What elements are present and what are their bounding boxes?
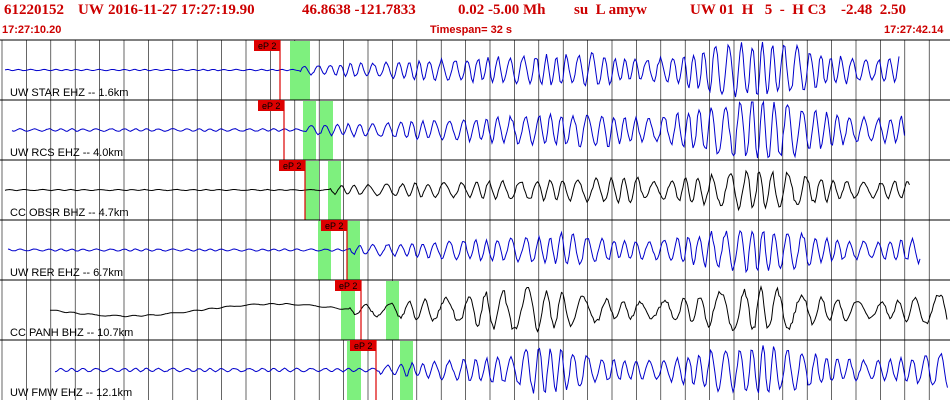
pick-window bbox=[305, 161, 319, 220]
trace-label: UW RCS EHZ -- 4.0km bbox=[10, 147, 123, 159]
event-flags: su L amyw bbox=[574, 2, 647, 18]
time-axis-header: 17:27:10.20 Timespan= 32 s 17:27:42.14 bbox=[0, 20, 950, 38]
pick-marker-box bbox=[258, 100, 284, 111]
pick-window bbox=[318, 221, 331, 280]
pick-label: eP 2 bbox=[354, 341, 372, 351]
pick-marker-box bbox=[321, 220, 347, 231]
pick-label: eP 2 bbox=[258, 41, 276, 51]
pick-marker-box bbox=[335, 280, 361, 291]
seismic-waveform bbox=[4, 169, 910, 212]
event-coords: 46.8638 -121.7833 bbox=[302, 2, 416, 18]
event-datetime: 2016-11-27 17:27:19.90 bbox=[108, 2, 255, 18]
trace-label: UW FMW EHZ -- 12.1km bbox=[10, 387, 132, 399]
start-time: 17:27:10.20 bbox=[2, 24, 62, 36]
pick-window bbox=[303, 101, 316, 160]
pick-window bbox=[347, 221, 360, 280]
seismic-waveform bbox=[7, 229, 921, 274]
pick-label: eP 2 bbox=[325, 221, 343, 231]
trace-label: UW RER EHZ -- 6.7km bbox=[10, 267, 123, 279]
event-summary: UW 01 H 5 - H C3 -2.48 2.50 bbox=[690, 2, 906, 18]
pick-window bbox=[320, 101, 333, 160]
pick-label: eP 2 bbox=[262, 101, 280, 111]
seismogram-plot: eP 2 UW STAR EHZ -- 1.6km eP 2 UW RCS EHZ -… bbox=[0, 39, 950, 400]
seismic-waveform bbox=[11, 100, 905, 159]
pick-marker-box bbox=[279, 160, 305, 171]
pick-marker-box bbox=[350, 340, 376, 351]
event-id: 61220152 bbox=[4, 2, 64, 18]
seismic-waveform bbox=[50, 285, 948, 333]
event-depth-mag: 0.02 -5.00 Mh bbox=[458, 2, 546, 18]
pick-label: eP 2 bbox=[339, 281, 357, 291]
trace-label: CC OBSR BHZ -- 4.7km bbox=[10, 207, 129, 219]
pick-window bbox=[341, 281, 355, 340]
seismic-waveform bbox=[54, 345, 948, 394]
end-time: 17:27:42.14 bbox=[884, 24, 944, 36]
seismic-waveform bbox=[4, 41, 900, 98]
trace-label: UW STAR EHZ -- 1.6km bbox=[10, 87, 128, 99]
event-header: 61220152 UW 2016-11-27 17:27:19.90 46.86… bbox=[0, 0, 950, 20]
pick-window bbox=[400, 341, 413, 400]
pick-window bbox=[386, 281, 399, 340]
timespan: Timespan= 32 s bbox=[430, 24, 513, 36]
event-network: UW bbox=[78, 2, 104, 18]
trace-label: CC PANH BHZ -- 10.7km bbox=[10, 327, 133, 339]
pick-window bbox=[328, 161, 341, 220]
pick-window bbox=[290, 41, 310, 100]
pick-window bbox=[347, 341, 361, 400]
pick-marker-box bbox=[254, 40, 280, 51]
pick-label: eP 2 bbox=[283, 161, 301, 171]
